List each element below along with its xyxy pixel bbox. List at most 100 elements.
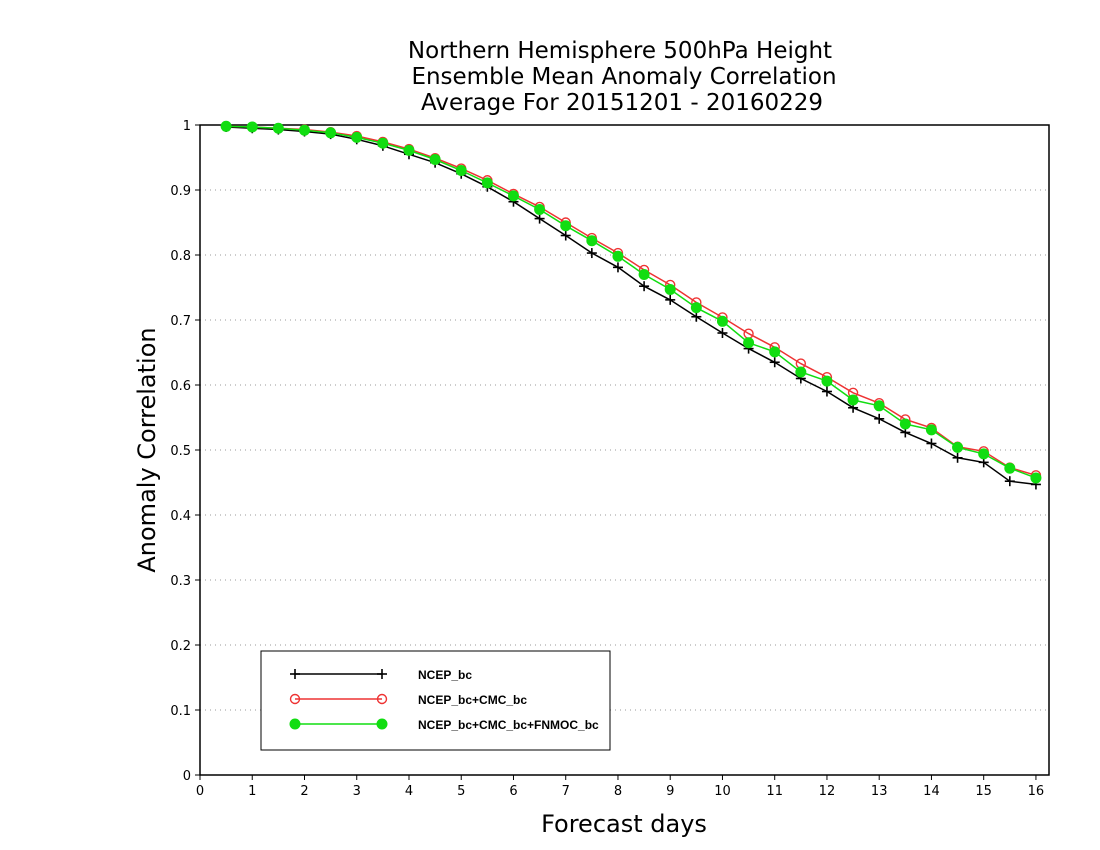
- data-point: [1004, 462, 1016, 474]
- data-point: [952, 452, 963, 463]
- data-point: [743, 337, 755, 349]
- legend-label: NCEP_bc: [418, 668, 472, 682]
- legend-entry-0: NCEP_bc: [290, 668, 472, 682]
- y-tick-label: 0.5: [170, 444, 191, 459]
- y-tick-label: 0.2: [170, 639, 191, 654]
- x-tick-label: 5: [457, 784, 465, 799]
- legend-entry-2: NCEP_bc+CMC_bc+FNMOC_bc: [289, 718, 599, 732]
- y-tick-label: 0.6: [170, 379, 191, 394]
- legend: NCEP_bc NCEP_bc+CMC_bc NCEP_bc+CMC_bc+FNMO…: [260, 650, 611, 751]
- legend-label: NCEP_bc+CMC_bc+FNMOC_bc: [418, 718, 599, 732]
- data-point: [534, 204, 546, 215]
- y-tick-label: 0.8: [170, 249, 191, 264]
- data-point: [1004, 476, 1015, 487]
- series-line: [226, 126, 1036, 486]
- data-point: [873, 400, 885, 412]
- gridlines: [200, 189, 1049, 711]
- data-point: [690, 302, 702, 314]
- series-line: [226, 125, 1037, 477]
- y-tick-label: 0.9: [170, 184, 191, 199]
- data-point: [664, 283, 676, 295]
- legend-label: NCEP_bc+CMC_bc: [418, 693, 527, 707]
- x-tick-label: 13: [871, 784, 888, 799]
- data-point: [586, 248, 597, 259]
- data-point: [769, 346, 781, 358]
- data-point: [403, 144, 415, 156]
- data-point: [377, 137, 389, 149]
- data-point: [246, 121, 258, 133]
- data-point: [978, 448, 990, 460]
- data-point: [455, 165, 467, 176]
- legend-box: [260, 650, 611, 751]
- series-0: [221, 121, 1041, 490]
- x-tick-label: 3: [353, 784, 361, 799]
- data-point: [1030, 472, 1042, 484]
- data-point: [717, 328, 728, 338]
- legend-marker: [290, 669, 300, 679]
- data-point: [560, 230, 571, 241]
- data-point: [952, 441, 964, 453]
- x-tick-label: 9: [666, 784, 674, 799]
- data-point: [821, 386, 832, 397]
- x-tick-label: 1: [248, 784, 256, 799]
- data-point: [586, 235, 598, 247]
- data-point: [691, 311, 702, 322]
- data-point: [639, 281, 650, 292]
- data-point: [665, 294, 676, 305]
- data-point: [351, 131, 363, 143]
- y-axis-title: Anomaly Correlation: [133, 327, 161, 572]
- y-tick-label: 0.4: [170, 509, 191, 524]
- x-tick-label: 6: [509, 784, 517, 799]
- chart-title: Northern Hemisphere 500hPa Height Ensemb…: [408, 38, 837, 116]
- data-point: [298, 124, 310, 136]
- x-tick-label: 15: [975, 784, 992, 799]
- y-tick-label: 0: [183, 769, 191, 784]
- chart-title-line-3: Average For 20151201 - 20160229: [421, 90, 823, 116]
- data-point: [220, 120, 232, 132]
- data-point: [638, 269, 650, 280]
- series-line: [226, 125, 1037, 479]
- data-point: [534, 213, 545, 224]
- series-2: [220, 120, 1042, 484]
- data-point: [612, 250, 624, 262]
- x-tick-label: 10: [714, 784, 731, 799]
- x-tick-label: 12: [819, 784, 836, 799]
- y-tick-label: 1: [183, 119, 191, 134]
- legend-marker: [376, 693, 388, 705]
- x-tick-label: 7: [562, 784, 570, 799]
- x-tick-label: 14: [923, 784, 940, 799]
- data-point: [899, 418, 911, 430]
- legend-marker: [377, 669, 387, 679]
- series-lines: [220, 120, 1042, 490]
- legend-marker: [289, 718, 301, 730]
- y-tick-label: 0.1: [170, 704, 191, 719]
- data-point: [325, 127, 337, 139]
- x-tick-label: 11: [766, 784, 783, 799]
- data-point: [847, 394, 859, 406]
- chart-title-line-2: Ensemble Mean Anomaly Correlation: [411, 64, 836, 90]
- data-point: [429, 153, 441, 165]
- data-point: [821, 375, 833, 387]
- x-tick-label: 16: [1028, 784, 1045, 799]
- data-point: [874, 413, 885, 424]
- data-point: [795, 366, 807, 378]
- y-tick-label: 0.3: [170, 574, 191, 589]
- data-point: [925, 424, 937, 436]
- y-tick-label: 0.7: [170, 314, 191, 329]
- data-point: [560, 220, 572, 232]
- chart-title-line-1: Northern Hemisphere 500hPa Height: [408, 38, 832, 64]
- axes: 00.10.20.30.40.50.60.70.80.910 1 2 3 4 5 6 7 8 9 1…: [170, 119, 1050, 799]
- legend-marker: [289, 693, 301, 705]
- data-point: [507, 190, 519, 202]
- x-tick-label: 0: [196, 784, 204, 799]
- data-point: [769, 357, 780, 368]
- data-point: [272, 122, 284, 134]
- data-point: [716, 315, 728, 327]
- x-tick-label: 8: [614, 784, 622, 799]
- legend-marker: [376, 718, 388, 730]
- x-tick-label: 4: [405, 784, 413, 799]
- data-point: [481, 177, 493, 189]
- legend-entry-1: NCEP_bc+CMC_bc: [289, 693, 527, 707]
- data-point: [612, 262, 623, 273]
